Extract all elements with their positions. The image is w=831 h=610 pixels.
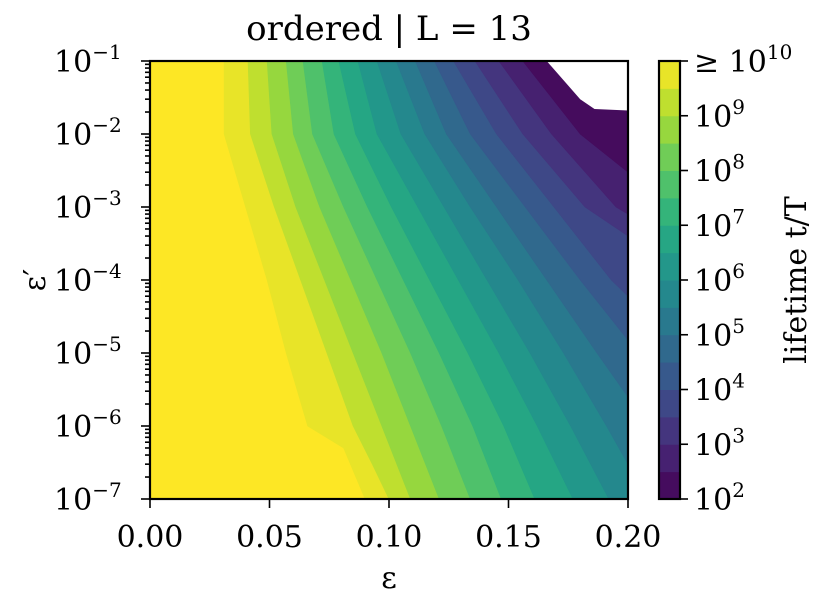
colorbar-tick-label: 103 (694, 423, 745, 463)
chart-title: ordered | L = 13 (246, 9, 532, 49)
colorbar-band (659, 170, 680, 199)
colorbar-tick-label: 109 (694, 95, 745, 135)
colorbar-tick-label: 102 (694, 478, 745, 518)
y-tick-label: 10−6 (54, 405, 122, 445)
colorbar-band (659, 252, 680, 281)
colorbar-band (659, 334, 680, 363)
y-tick-label: 10−3 (54, 186, 122, 226)
colorbar-band (659, 225, 680, 254)
colorbar-band (659, 61, 680, 89)
colorbar-band (659, 444, 680, 473)
x-tick-label: 0.20 (595, 520, 662, 555)
y-tick-label: 10−1 (54, 40, 122, 80)
colorbar-tick-label: 105 (694, 314, 745, 354)
chart-title-text: ordered | L = 13 (246, 9, 532, 49)
colorbar-band (659, 115, 680, 144)
x-tick-label: 0.05 (236, 520, 303, 555)
colorbar-frame (657, 59, 682, 501)
colorbar-tick-label: 108 (694, 150, 745, 190)
y-tick-label: 10−2 (54, 113, 122, 153)
x-axis-label: ε (381, 561, 397, 596)
x-tick-label: 0.00 (117, 520, 184, 555)
y-tick-label: 10−5 (54, 332, 122, 372)
plot-area (150, 61, 628, 499)
colorbar-tick-label: ≥ 1010 (694, 40, 792, 80)
no-data-region (546, 61, 628, 111)
colorbar-band (659, 389, 680, 418)
colorbar-band (659, 362, 680, 390)
contour-band (498, 61, 628, 499)
colorbar-band (659, 88, 680, 117)
colorbar-band (659, 307, 680, 336)
colorbar-band (659, 280, 680, 308)
colorbar: 102 103 104 105 106 107 108 109 ≥ 1010 (659, 40, 792, 518)
y-tick-label: 10−4 (54, 259, 122, 299)
colorbar-band (659, 197, 680, 226)
colorbar-band (659, 143, 680, 171)
y-axis: 10−7 10−6 10−5 10−4 10−3 10−2 10−1 (54, 40, 150, 518)
x-axis: 0.00 0.05 0.10 0.15 0.20 (117, 499, 662, 555)
x-tick-label: 0.15 (475, 520, 542, 555)
colorbar-label: lifetime t/T (779, 196, 814, 364)
y-tick-label: 10−7 (54, 478, 122, 518)
colorbar-tick-label: 104 (694, 369, 745, 409)
x-tick-label: 0.10 (356, 520, 423, 555)
y-axis-label: ε′ (18, 269, 53, 292)
colorbar-tick-label: 106 (694, 259, 745, 299)
colorbar-tick-label: 107 (694, 204, 745, 244)
colorbar-band (659, 416, 680, 445)
colorbar-band (659, 471, 680, 500)
